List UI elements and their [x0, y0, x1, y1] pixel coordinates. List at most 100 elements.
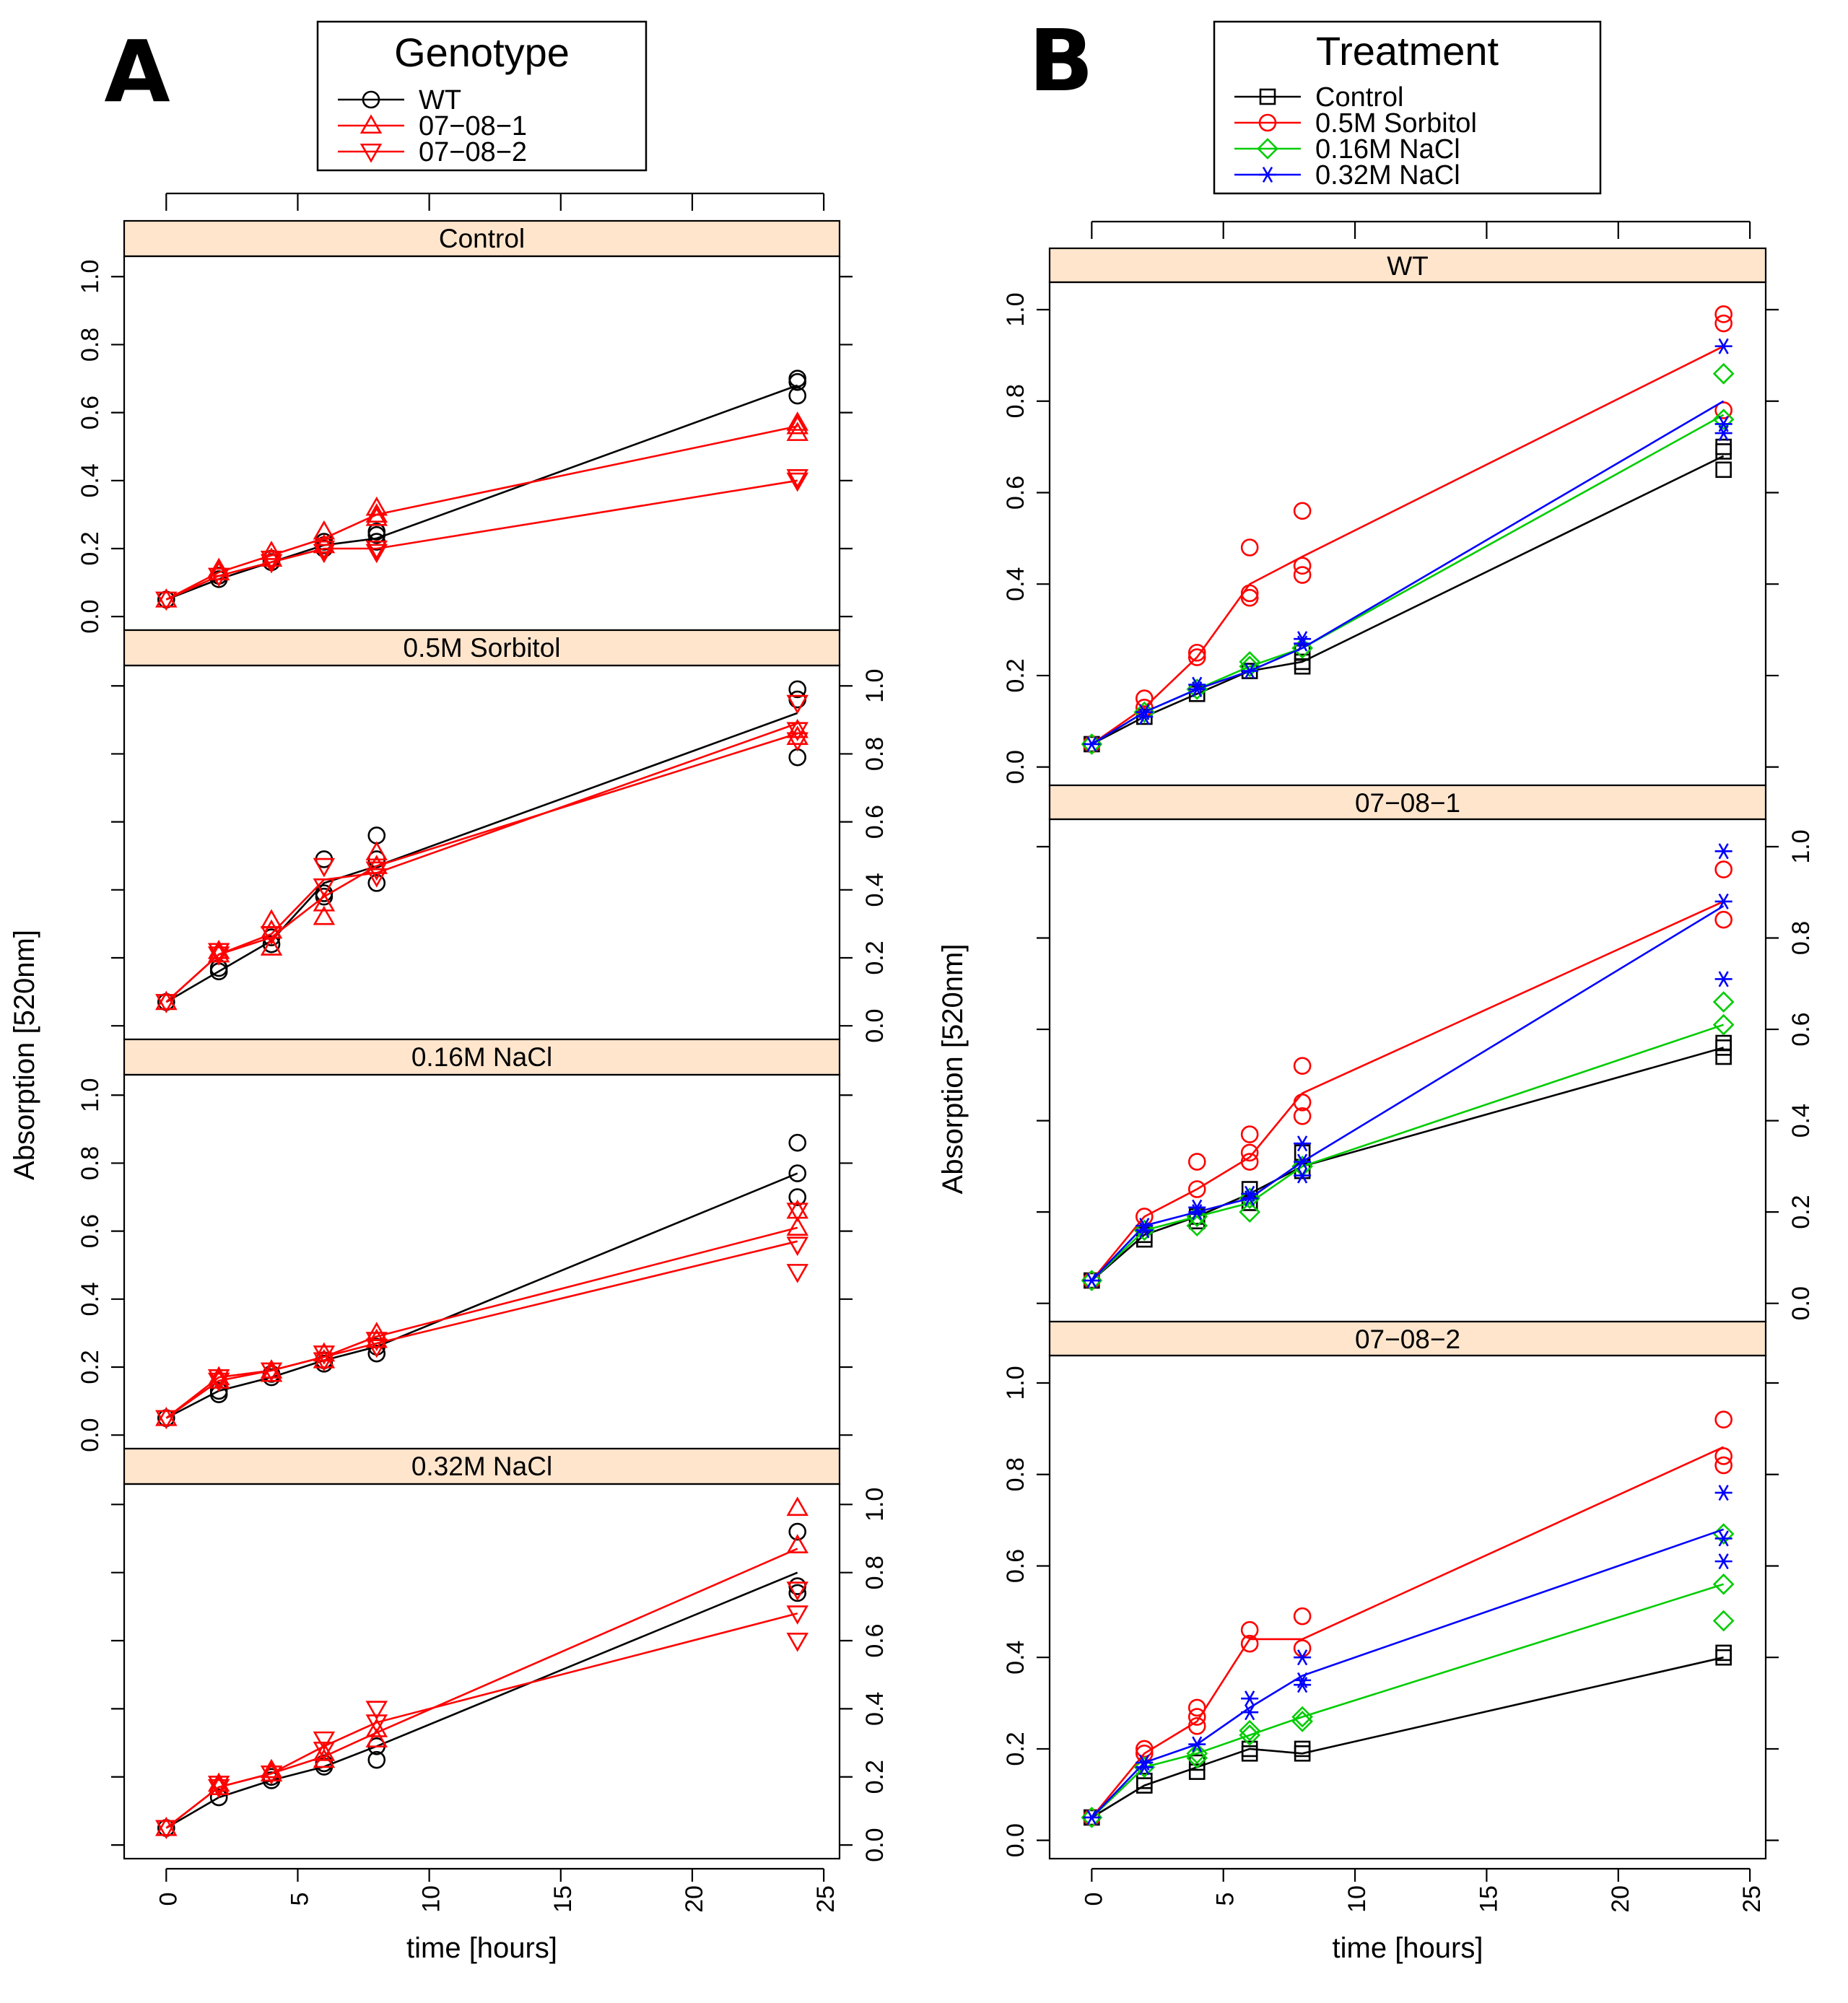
- x-axis: 0 5 10 15 20 25 time [hours]: [1080, 1867, 1766, 1964]
- data-point: [786, 694, 808, 715]
- data-point: [1714, 843, 1732, 860]
- y-tick-label: 0.4: [77, 1282, 104, 1316]
- data-point: [786, 1496, 808, 1517]
- data-point: [260, 909, 283, 929]
- data-point: [315, 884, 334, 902]
- series: [1083, 860, 1732, 1290]
- legend-item: 0.5M Sorbitol: [1234, 108, 1477, 139]
- panel-letter: A: [104, 22, 170, 121]
- data-point: [1239, 655, 1261, 678]
- y-tick-label: 0.8: [1002, 384, 1029, 418]
- data-point: [365, 1338, 388, 1358]
- data-point: [365, 1728, 388, 1747]
- series: [1081, 362, 1735, 755]
- data-point: [1714, 305, 1732, 323]
- y-tick-label: 0.2: [77, 531, 104, 565]
- legend-label: 07−08−1: [419, 111, 527, 141]
- data-point: [1712, 362, 1735, 385]
- data-point: [207, 1366, 230, 1386]
- x-tick-label: 10: [1343, 1885, 1371, 1913]
- data-point: [1714, 1410, 1732, 1429]
- legend-item: Control: [1234, 82, 1404, 113]
- legend-box: [316, 20, 648, 172]
- data-point: [788, 748, 807, 767]
- y-tick-label: 1.0: [77, 260, 104, 294]
- data-point: [786, 1236, 808, 1257]
- data-point: [1715, 438, 1732, 455]
- legend-box: [1213, 20, 1602, 195]
- data-point: [209, 1788, 228, 1807]
- data-point: [1294, 1649, 1312, 1666]
- data-point: [1714, 314, 1732, 333]
- data-point: [1714, 1530, 1732, 1547]
- data-point: [155, 1816, 178, 1836]
- y-tick-label: 0.4: [1002, 1641, 1029, 1675]
- y-tick-label: 0.8: [861, 737, 889, 771]
- data-point: [207, 943, 230, 963]
- data-point: [260, 1758, 283, 1779]
- data-point: [260, 554, 283, 574]
- panel: 07−08−2 0.0 0.2 0.4 0.6 0.8 1.0: [1002, 1320, 1779, 1860]
- x-tick-label: 15: [549, 1885, 577, 1913]
- y-tick-label: 0.6: [77, 1214, 104, 1248]
- data-point: [1186, 1747, 1208, 1769]
- series-line: [165, 384, 798, 601]
- data-point: [1083, 736, 1101, 753]
- data-point: [313, 1345, 336, 1365]
- data-point: [1712, 1610, 1735, 1632]
- data-point: [786, 472, 808, 492]
- top-axis: [165, 192, 825, 211]
- data-point: [788, 370, 807, 388]
- data-point: [1188, 676, 1206, 693]
- y-tick-label: 0.4: [1787, 1104, 1815, 1138]
- data-point: [1240, 1125, 1259, 1143]
- data-point: [786, 1605, 808, 1625]
- legend-item: 0.32M NaCl: [1234, 160, 1460, 191]
- data-point: [1187, 1153, 1206, 1171]
- data-point: [1291, 1711, 1313, 1732]
- data-point: [1083, 1273, 1101, 1289]
- data-point: [1240, 1634, 1259, 1653]
- strip: [123, 1038, 841, 1076]
- data-point: [313, 540, 336, 560]
- series-line: [1091, 1446, 1725, 1818]
- data-point: [1715, 461, 1732, 479]
- y-tick-label: 0.2: [861, 941, 889, 974]
- series: [155, 1199, 808, 1426]
- data-point: [1188, 1754, 1206, 1771]
- data-point: [1241, 1181, 1258, 1197]
- data-point: [155, 591, 178, 611]
- series: [1081, 1523, 1735, 1828]
- data-point: [260, 547, 283, 567]
- data-point: [155, 1820, 178, 1840]
- y-tick-label: 0.6: [1787, 1012, 1815, 1046]
- legend-item: 07−08−2: [338, 137, 527, 167]
- data-point: [207, 1772, 230, 1792]
- data-point: [1241, 1740, 1258, 1758]
- data-point: [786, 718, 808, 738]
- y-tick-label: 0.4: [861, 1692, 889, 1726]
- data-point: [313, 858, 336, 878]
- data-point: [1715, 1644, 1732, 1662]
- series: [1083, 305, 1732, 754]
- legend-label: Control: [1315, 82, 1404, 113]
- y-tick-label: 0.8: [77, 1146, 104, 1180]
- data-point: [786, 1534, 808, 1553]
- data-point: [1293, 1057, 1312, 1075]
- strip-label: Control: [439, 224, 525, 253]
- data-point: [1294, 1135, 1312, 1152]
- series-line: [165, 1240, 798, 1419]
- y-tick-label: 0.6: [861, 805, 889, 839]
- data-point: [1081, 1270, 1103, 1291]
- data-point: [1712, 409, 1735, 430]
- panel-letter: B: [1029, 11, 1094, 110]
- data-point: [1291, 1706, 1313, 1728]
- data-point: [788, 1133, 807, 1152]
- panel: 07−08−1 0.0 0.2 0.4 0.6 0.8 1.0: [1037, 784, 1815, 1323]
- data-point: [313, 1731, 336, 1751]
- data-point: [365, 496, 388, 516]
- strip: [123, 629, 841, 667]
- data-point: [1714, 338, 1732, 354]
- x-tick-label: 5: [1212, 1893, 1239, 1906]
